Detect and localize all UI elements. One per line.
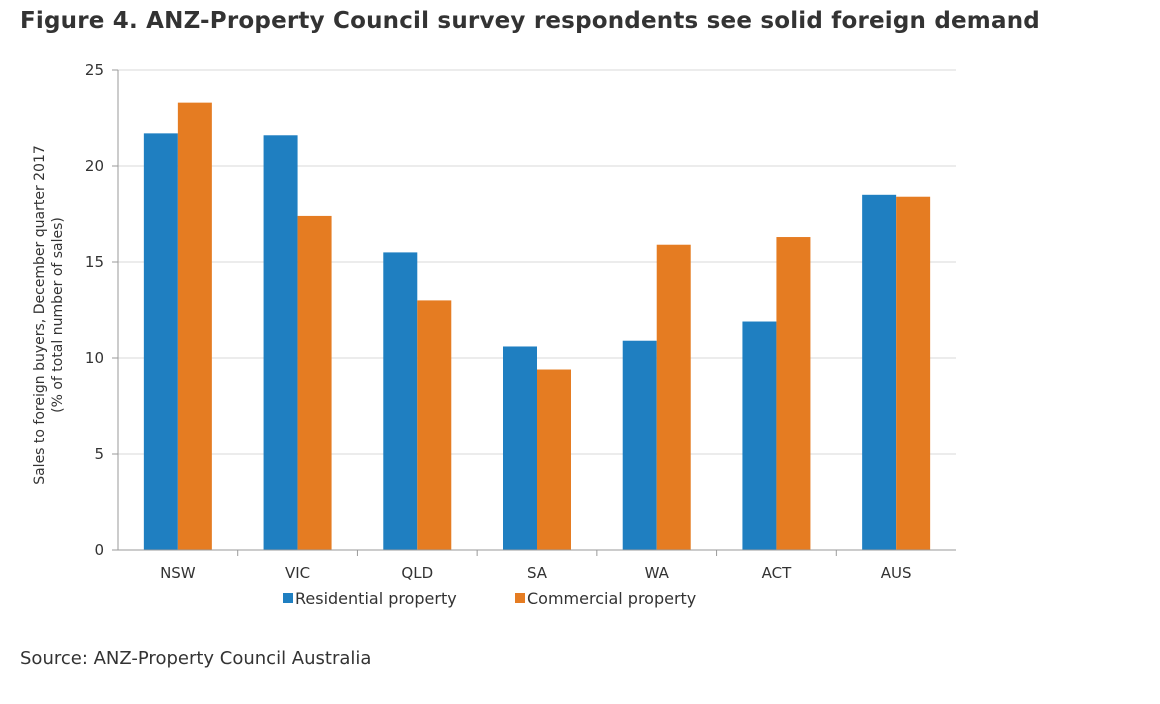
bar-sa-residential bbox=[503, 346, 537, 550]
x-tick-label: VIC bbox=[285, 564, 310, 582]
bar-aus-residential bbox=[862, 194, 897, 551]
bar-nsw-residential bbox=[143, 133, 178, 551]
figure-title: Figure 4. ANZ-Property Council survey re… bbox=[20, 8, 1040, 34]
bars bbox=[143, 102, 931, 551]
x-tick-label: AUS bbox=[881, 564, 912, 582]
bar-act-residential bbox=[742, 321, 777, 550]
y-tick-label: 25 bbox=[85, 61, 104, 79]
x-tick-label: NSW bbox=[160, 564, 196, 582]
bar-sa-commercial bbox=[537, 369, 571, 550]
legend-swatch-residential bbox=[283, 593, 293, 603]
y-axis-label: Sales to foreign buyers, December quarte… bbox=[32, 145, 66, 485]
bar-qld-residential bbox=[383, 252, 418, 550]
y-axis-label-line: (% of total number of sales) bbox=[50, 217, 66, 413]
legend-label-commercial: Commercial property bbox=[527, 589, 696, 608]
bar-chart: 0 5 10 15 20 25 NSW VIC QLD SA WA ACT AUS Sales to … bbox=[32, 61, 956, 608]
y-tick-label: 20 bbox=[85, 157, 104, 175]
bar-vic-commercial bbox=[297, 215, 332, 551]
bar-aus-commercial bbox=[896, 196, 931, 550]
bar-wa-residential bbox=[622, 340, 657, 550]
bar-nsw-commercial bbox=[177, 102, 212, 550]
y-tick-label: 0 bbox=[94, 541, 104, 559]
x-tick-label: SA bbox=[527, 564, 548, 582]
source-note: Source: ANZ-Property Council Australia bbox=[20, 648, 372, 669]
y-axis-label-line: Sales to foreign buyers, December quarte… bbox=[32, 145, 48, 485]
y-tick-label: 10 bbox=[85, 349, 104, 367]
bar-act-commercial bbox=[776, 237, 811, 551]
y-tick-label: 5 bbox=[94, 445, 104, 463]
y-axis-ticks: 0 5 10 15 20 25 bbox=[85, 61, 104, 559]
x-tick-label: WA bbox=[645, 564, 670, 582]
legend-swatch-commercial bbox=[515, 593, 525, 603]
x-axis-ticks: NSW VIC QLD SA WA ACT AUS bbox=[160, 564, 911, 582]
bar-qld-commercial bbox=[417, 300, 452, 550]
x-tick-label: ACT bbox=[762, 564, 792, 582]
x-tick-label: QLD bbox=[401, 564, 433, 582]
legend-label-residential: Residential property bbox=[295, 589, 457, 608]
bar-vic-residential bbox=[263, 135, 298, 550]
y-tick-label: 15 bbox=[85, 253, 104, 271]
axes bbox=[112, 69, 956, 556]
bar-wa-commercial bbox=[656, 244, 691, 550]
legend: Residential property Commercial property bbox=[283, 589, 696, 608]
